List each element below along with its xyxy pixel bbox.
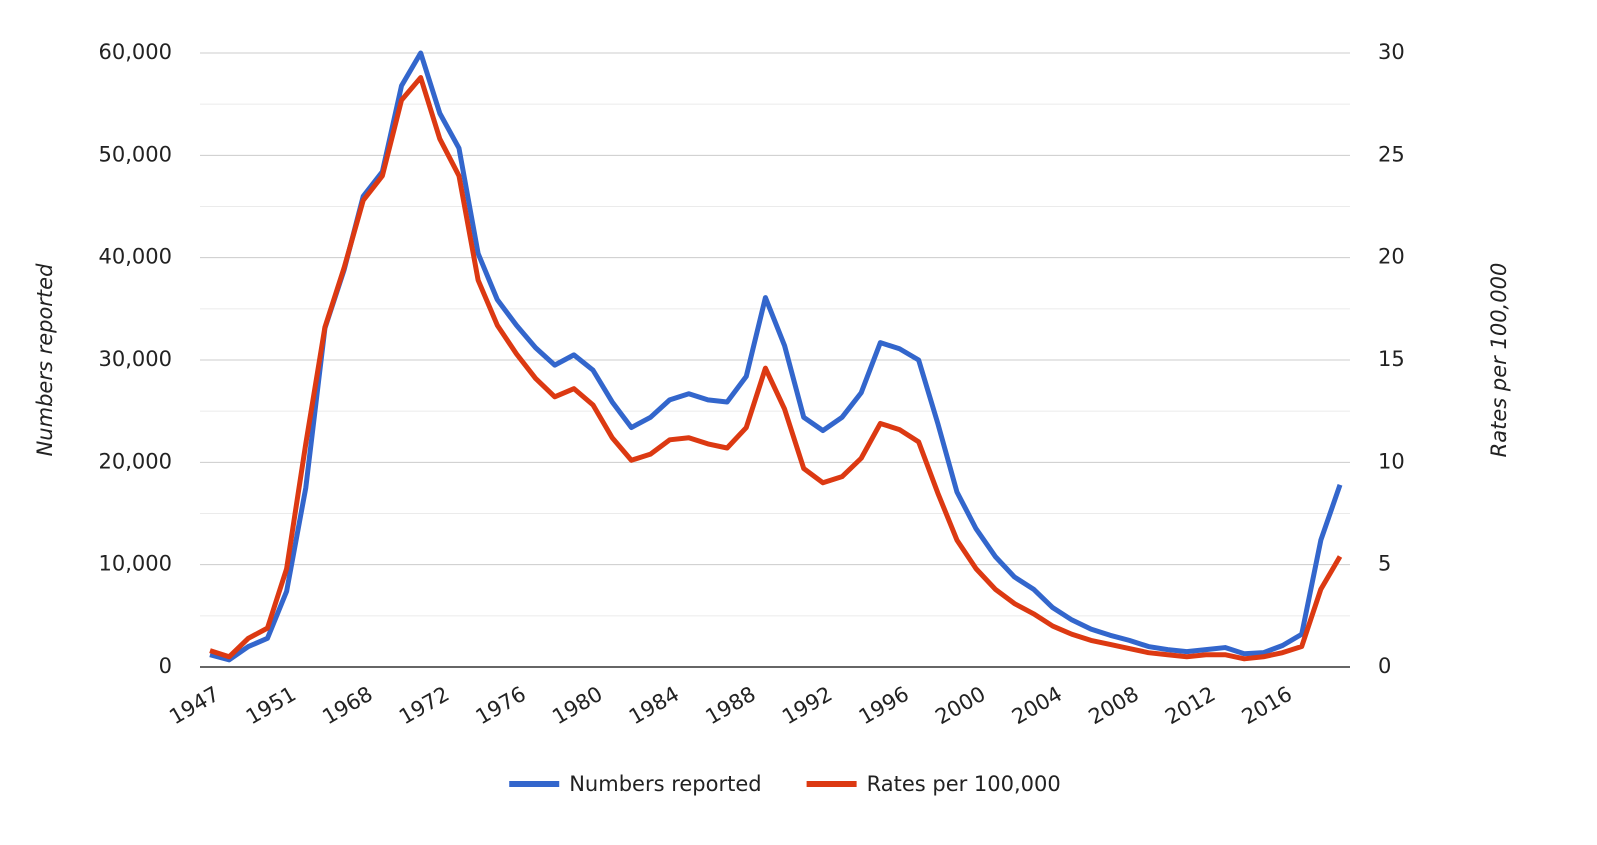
y-tick-label: 40,000 <box>99 245 172 269</box>
y-tick-label: 0 <box>159 654 172 678</box>
x-tick-label: 1980 <box>548 682 606 730</box>
x-tick-label: 1951 <box>242 682 300 730</box>
x-tick-label: 2004 <box>1008 682 1066 730</box>
y2-tick-label: 25 <box>1378 142 1405 166</box>
y2-tick-label: 15 <box>1378 347 1405 371</box>
x-tick-label: 1972 <box>395 682 453 730</box>
legend-label: Rates per 100,000 <box>867 772 1061 796</box>
x-tick-label: 1947 <box>165 682 223 730</box>
y-tick-label: 10,000 <box>99 552 172 576</box>
x-tick-label: 2008 <box>1085 682 1143 730</box>
x-tick-label: 1984 <box>625 682 683 730</box>
x-tick-label: 1976 <box>472 682 530 730</box>
x-tick-label: 1988 <box>701 682 759 730</box>
x-tick-label: 2016 <box>1238 682 1296 730</box>
y-tick-label: 60,000 <box>99 40 172 64</box>
x-tick-label: 1992 <box>778 682 836 730</box>
series-line <box>209 75 1343 662</box>
y-tick-label: 20,000 <box>99 449 172 473</box>
y2-tick-label: 30 <box>1378 40 1405 64</box>
legend-label: Numbers reported <box>569 772 761 796</box>
x-tick-label: 2012 <box>1161 682 1219 730</box>
y2-tick-label: 10 <box>1378 449 1405 473</box>
y-axis-title: Numbers reported <box>33 263 57 456</box>
x-tick-label: 1996 <box>855 682 913 730</box>
y2-axis-title: Rates per 100,000 <box>1487 263 1511 458</box>
x-tick-label: 1968 <box>318 682 376 730</box>
y2-tick-label: 5 <box>1378 552 1391 576</box>
y-tick-label: 50,000 <box>99 142 172 166</box>
y2-tick-label: 0 <box>1378 654 1391 678</box>
x-tick-label: 2000 <box>931 682 989 730</box>
y-tick-label: 30,000 <box>99 347 172 371</box>
series-line <box>209 50 1343 663</box>
y2-tick-label: 20 <box>1378 245 1405 269</box>
